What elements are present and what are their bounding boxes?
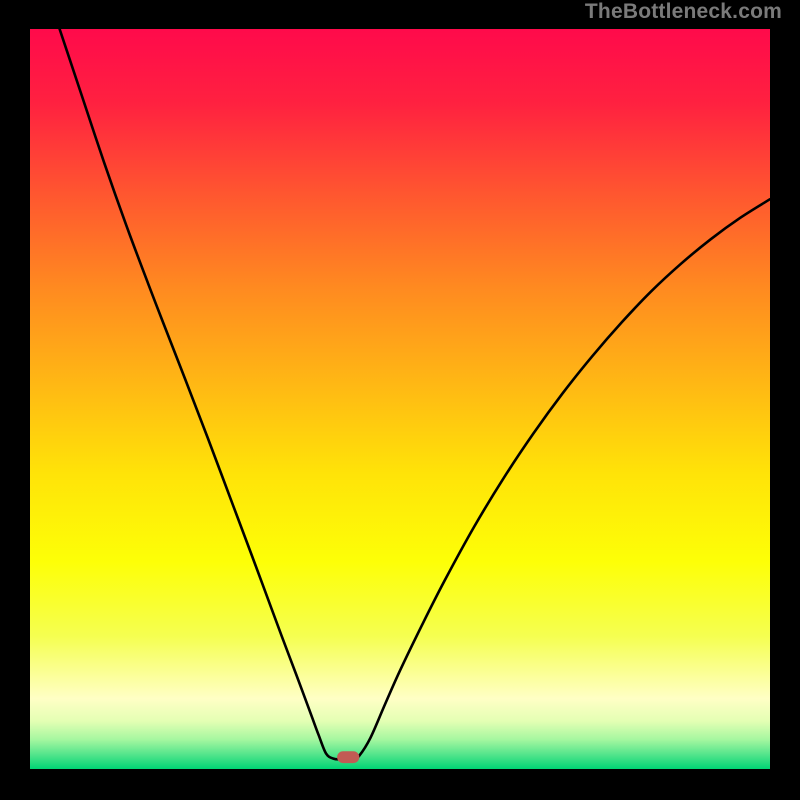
plot-background [30, 29, 770, 769]
chart-container: TheBottleneck.com [0, 0, 800, 800]
watermark-text: TheBottleneck.com [585, 0, 782, 24]
bottleneck-chart [0, 0, 800, 800]
optimal-marker [337, 751, 359, 763]
